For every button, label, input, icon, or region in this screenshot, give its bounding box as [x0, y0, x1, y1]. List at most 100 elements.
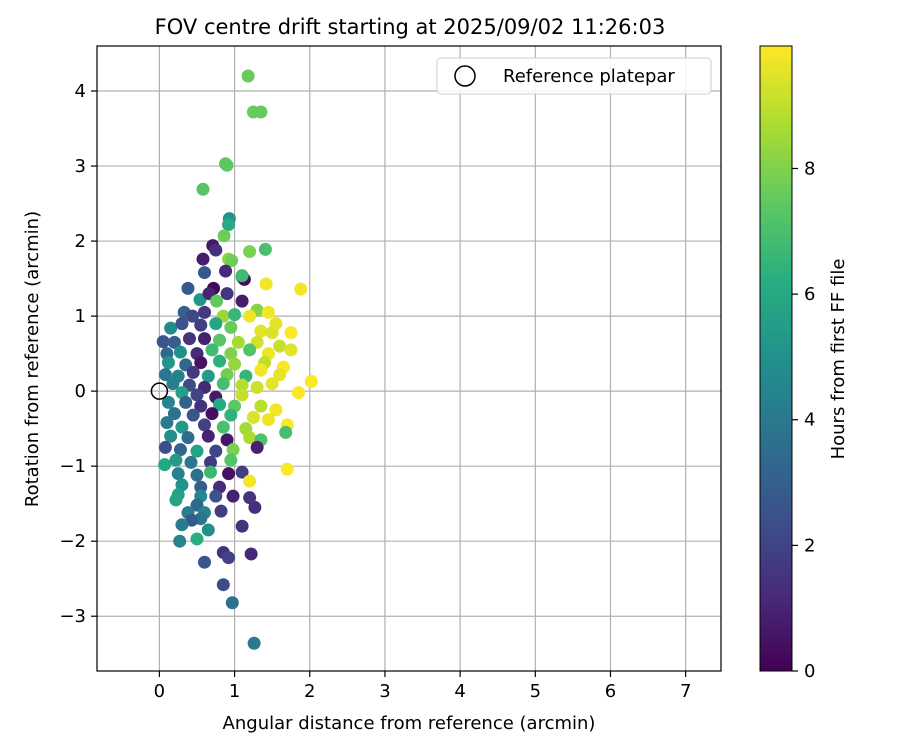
data-point	[164, 321, 178, 335]
colorbar-gradient	[759, 45, 793, 672]
data-point	[254, 363, 268, 377]
data-point	[175, 478, 189, 492]
data-point	[280, 462, 294, 476]
data-point	[175, 317, 189, 331]
legend-label: Reference platepar	[503, 66, 675, 87]
y-axis-label: Rotation from reference (arcmin)	[22, 211, 43, 507]
data-point	[224, 347, 238, 361]
data-point	[235, 294, 249, 308]
data-point	[185, 309, 199, 323]
data-point	[205, 343, 219, 357]
x-tick-label: 0	[154, 681, 165, 702]
data-point	[213, 333, 227, 347]
data-point	[209, 243, 223, 257]
data-point	[171, 467, 185, 481]
data-point	[214, 504, 228, 518]
data-point	[226, 443, 240, 457]
data-point	[194, 480, 208, 494]
data-point	[179, 395, 193, 409]
data-point	[247, 636, 261, 650]
data-point	[169, 453, 183, 467]
colorbar-tick-label: 6	[804, 284, 815, 305]
x-tick-label: 6	[605, 681, 616, 702]
x-tick-label: 7	[680, 681, 691, 702]
data-point	[194, 356, 208, 370]
data-point	[173, 443, 187, 457]
data-point	[198, 266, 212, 280]
data-point	[216, 578, 230, 592]
y-tick-label: 3	[75, 156, 86, 177]
data-point	[259, 277, 273, 291]
data-point	[235, 465, 249, 479]
colorbar-tick-label: 8	[804, 158, 815, 179]
data-point	[243, 474, 257, 488]
data-point	[225, 596, 239, 610]
data-point	[243, 245, 257, 259]
data-point	[186, 365, 200, 379]
data-point	[158, 458, 172, 472]
data-point	[186, 408, 200, 422]
colorbar: 0 2 4 6 8 Hours from first FF file	[759, 45, 849, 682]
data-point	[254, 399, 268, 413]
legend-open-circle-icon	[454, 65, 476, 87]
data-point	[220, 158, 234, 172]
colorbar-tick-label: 4	[804, 410, 815, 431]
data-point	[284, 343, 298, 357]
data-point	[204, 465, 218, 479]
data-point	[235, 269, 249, 283]
data-point	[243, 431, 257, 445]
data-point	[184, 455, 198, 469]
data-point	[220, 287, 234, 301]
data-point	[198, 555, 212, 569]
data-point	[161, 356, 175, 370]
data-point	[190, 468, 204, 482]
data-point	[204, 455, 218, 469]
data-point	[194, 399, 208, 413]
data-point	[175, 518, 189, 532]
colorbar-label: Hours from first FF file	[828, 259, 849, 460]
reference-platepar-marker	[150, 382, 169, 400]
colorbar-tick-label: 2	[804, 535, 815, 556]
data-point	[201, 523, 215, 537]
data-point	[198, 418, 212, 432]
data-point	[231, 335, 245, 349]
data-point	[294, 282, 308, 296]
data-point	[235, 388, 249, 402]
data-point	[169, 493, 183, 507]
data-point	[243, 343, 257, 357]
data-point	[261, 305, 275, 319]
y-tick-label: 2	[75, 231, 86, 252]
data-point	[156, 335, 170, 349]
data-point	[241, 69, 255, 83]
data-point	[243, 491, 257, 505]
data-point	[258, 242, 272, 256]
data-point	[205, 407, 219, 421]
data-point	[209, 317, 223, 331]
y-tick-label: −3	[59, 606, 86, 627]
data-point	[209, 489, 223, 503]
data-point	[250, 440, 264, 454]
x-gridlines	[158, 46, 687, 671]
data-point	[161, 395, 175, 409]
data-point	[261, 413, 275, 427]
colorbar-ticks: 0 2 4 6 8	[792, 158, 815, 682]
data-point	[224, 408, 238, 422]
data-point	[284, 326, 298, 340]
x-axis-ticks: 0 1 2 3 4 5 6 7	[154, 671, 691, 702]
data-points	[156, 69, 318, 650]
data-point	[273, 368, 287, 382]
data-point	[213, 398, 227, 412]
y-tick-label: 0	[75, 381, 86, 402]
data-point	[220, 433, 234, 447]
data-point	[158, 440, 172, 454]
data-point	[222, 551, 236, 565]
data-point	[190, 388, 204, 402]
data-point	[291, 386, 305, 400]
data-point	[198, 305, 212, 319]
data-point	[182, 332, 196, 346]
y-tick-label: 1	[75, 306, 86, 327]
y-axis-ticks: −3 −2 −1 0 1 2 3 4	[59, 81, 97, 627]
y-tick-label: 4	[75, 81, 86, 102]
